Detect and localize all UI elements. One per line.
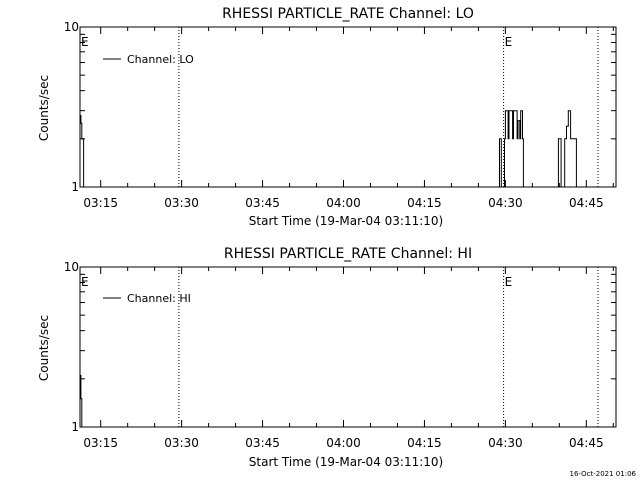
- y-axis-label: Counts/sec: [37, 315, 51, 381]
- x-tick-label: 03:30: [164, 436, 199, 450]
- x-tick-label: 03:15: [83, 436, 118, 450]
- x-tick-label: 04:15: [407, 196, 442, 210]
- x-tick-label: 03:45: [245, 196, 280, 210]
- x-tick-labels: 03:15 03:30 03:45 04:00 04:15 04:30 04:45: [83, 196, 603, 210]
- legend-label: Channel: LO: [127, 53, 194, 66]
- x-tick-label: 03:15: [83, 196, 118, 210]
- legend-label: Channel: HI: [127, 292, 191, 305]
- x-tick-label: 04:45: [569, 196, 604, 210]
- annotation-label: E: [505, 35, 513, 49]
- x-tick-label: 04:30: [488, 196, 523, 210]
- series-lines: [80, 374, 83, 427]
- y-tick-labels: 1 10: [64, 260, 79, 434]
- x-tick-label: 04:00: [326, 436, 361, 450]
- y-tick-label: 10: [64, 260, 79, 274]
- y-tick-label: 1: [71, 180, 79, 194]
- axis-ticks: [80, 266, 616, 428]
- footer-timestamp: 16-Oct-2021 01:06: [570, 470, 637, 478]
- eclipse-markers: [178, 267, 599, 427]
- x-tick-label: 03:30: [164, 196, 199, 210]
- annotation-label: E: [81, 275, 89, 289]
- eclipse-markers: [178, 27, 599, 187]
- annotation-label: E: [81, 35, 89, 49]
- plot-frame: [79, 26, 617, 188]
- annotation-label: E: [505, 275, 513, 289]
- y-axis-label: Counts/sec: [37, 75, 51, 141]
- x-axis-label: Start Time (19-Mar-04 03:11:10): [249, 455, 443, 469]
- x-tick-label: 04:45: [569, 436, 604, 450]
- y-tick-label: 10: [64, 20, 79, 34]
- x-tick-labels: 03:15 03:30 03:45 04:00 04:15 04:30 04:45: [83, 436, 603, 450]
- series-line: [80, 374, 83, 427]
- chart-title: RHESSI PARTICLE_RATE Channel: HI: [224, 246, 472, 262]
- axis-ticks: [80, 26, 616, 188]
- y-tick-label: 1: [71, 420, 79, 434]
- series-lines: [80, 110, 577, 188]
- legend: Channel: LO: [103, 53, 194, 66]
- x-tick-label: 04:30: [488, 436, 523, 450]
- legend: Channel: HI: [103, 292, 191, 305]
- series-line: [80, 110, 577, 188]
- x-axis-label: Start Time (19-Mar-04 03:11:10): [249, 214, 443, 228]
- x-tick-label: 04:00: [326, 196, 361, 210]
- x-tick-label: 04:15: [407, 436, 442, 450]
- chart-title: RHESSI PARTICLE_RATE Channel: LO: [222, 6, 474, 22]
- x-tick-label: 03:45: [245, 436, 280, 450]
- plot-frame: [79, 266, 617, 428]
- y-tick-labels: 1 10: [64, 20, 79, 194]
